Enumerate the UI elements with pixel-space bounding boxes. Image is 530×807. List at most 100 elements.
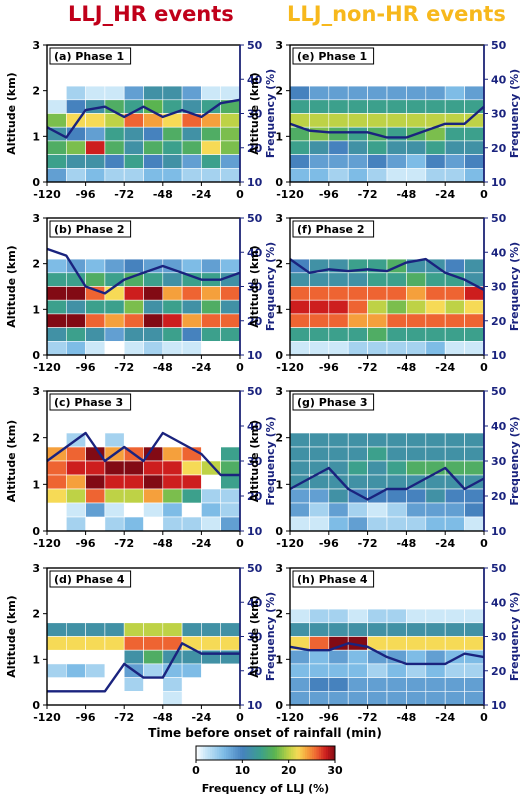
heatmap-cell	[367, 502, 388, 518]
heatmap-cell	[386, 140, 407, 155]
heatmap-cell	[367, 286, 388, 301]
heatmap-cell	[386, 663, 407, 678]
heatmap-cell	[347, 340, 368, 356]
heatmap-cell	[289, 85, 310, 101]
heatmap-cell	[181, 488, 202, 504]
heatmap-cell	[289, 327, 310, 342]
heatmap-cell	[162, 272, 183, 287]
heatmap-cell	[85, 327, 106, 342]
colorbar-segment	[316, 746, 320, 760]
heatmap-cell	[201, 502, 221, 518]
heatmap-cell	[464, 622, 485, 637]
colorbar-segment	[279, 746, 283, 760]
x-tick-label: -96	[76, 188, 96, 201]
heatmap-cell	[328, 488, 349, 504]
heatmap-cell	[123, 258, 144, 274]
heatmap-cell	[66, 313, 86, 328]
heatmap-cell	[328, 622, 349, 637]
x-tick-label: -96	[319, 361, 339, 374]
heatmap-cell	[309, 608, 330, 624]
x-tick-label: -120	[33, 361, 61, 374]
heatmap-cell	[406, 502, 427, 518]
colorbar-segment	[309, 746, 313, 760]
y-right-tick-label: 40	[247, 73, 263, 86]
colorbar-segment	[300, 746, 304, 760]
y-right-axis-label: Frequency (%)	[508, 416, 521, 505]
heatmap-cell	[309, 432, 330, 448]
heatmap-cell	[46, 258, 67, 274]
heatmap-cell	[367, 516, 388, 532]
x-tick-label: -96	[319, 537, 339, 550]
heatmap-cell	[85, 340, 106, 356]
heatmap-cell	[444, 663, 465, 678]
colorbar-segment	[302, 746, 306, 760]
heatmap-cell	[386, 299, 407, 315]
y-left-tick-label: 1	[32, 653, 40, 666]
colorbar-segment	[209, 746, 213, 760]
heatmap-cell	[220, 313, 241, 328]
heatmap-cell	[347, 299, 368, 315]
colorbar-segment	[242, 746, 246, 760]
heatmap-cell	[143, 622, 164, 637]
heatmap-cell	[220, 327, 241, 342]
y-right-tick-label: 10	[491, 176, 507, 189]
heatmap-cell	[201, 516, 221, 532]
colorbar-segment	[240, 746, 243, 760]
colorbar-segment	[318, 746, 322, 760]
heatmap-cell	[289, 502, 310, 518]
heatmap-cell	[181, 622, 202, 637]
heatmap-cell	[328, 446, 349, 462]
colorbar-segment	[258, 746, 262, 760]
y-left-tick-label: 1	[32, 478, 40, 491]
colorbar: 0 10 20 30 Frequency of LLJ (%)	[192, 745, 343, 795]
heatmap-cell	[123, 622, 144, 637]
heatmap-cell	[347, 140, 368, 155]
heatmap-cell	[181, 140, 202, 155]
heatmap-cell	[162, 622, 183, 637]
heatmap-cell	[162, 474, 183, 490]
y-right-tick-label: 40	[247, 246, 263, 259]
colorbar-segment	[277, 746, 280, 760]
heatmap-cell	[406, 608, 427, 624]
heatmap-cell	[85, 140, 106, 155]
x-tick-label: 0	[480, 361, 488, 374]
title-llj-non-hr: LLJ_non-HR events	[287, 2, 506, 26]
y-left-tick-label: 3	[275, 212, 283, 225]
panel-5: 0 1 2 3 10 20 30 40 50 -120 -96 -72 -48 -24 0 (g) Phase…	[248, 385, 521, 550]
heatmap-cell	[444, 113, 465, 128]
heatmap-cell	[425, 690, 446, 706]
heatmap-cell	[289, 340, 310, 356]
heatmap-cell	[104, 474, 125, 490]
frequency-line	[47, 642, 240, 693]
heatmap-cell	[347, 168, 368, 183]
heatmap-cell	[46, 327, 67, 342]
heatmap-cell	[123, 460, 144, 476]
frequency-line	[289, 257, 485, 291]
heatmap-cell	[289, 649, 310, 665]
x-tick-label: 0	[236, 188, 244, 201]
y-right-tick-label: 30	[491, 281, 507, 294]
x-tick-label: -96	[76, 361, 96, 374]
heatmap-cell	[386, 85, 407, 101]
heatmap-cell	[220, 168, 241, 183]
heatmap-cell	[444, 677, 465, 692]
y-right-tick-label: 10	[247, 349, 263, 362]
y-right-tick-label: 20	[247, 142, 263, 155]
heatmap-cell	[309, 140, 330, 155]
colorbar-segment	[233, 746, 236, 760]
heatmap-cell	[367, 608, 388, 624]
heatmap-cell	[85, 663, 106, 678]
heatmap-cell	[220, 516, 241, 532]
heatmap-cell	[181, 313, 202, 328]
colorbar-segment	[307, 746, 311, 760]
heatmap-cell	[162, 85, 183, 101]
heatmap-cell	[143, 140, 164, 155]
heatmap-cell	[201, 154, 221, 169]
heatmap-cell	[328, 140, 349, 155]
y-right-tick-label: 20	[247, 315, 263, 328]
heatmap-cell	[104, 622, 125, 637]
heatmap-cell	[220, 446, 241, 462]
y-right-tick-label: 20	[491, 142, 507, 155]
heatmap-cell	[201, 168, 221, 183]
y-left-tick-label: 1	[32, 303, 40, 316]
